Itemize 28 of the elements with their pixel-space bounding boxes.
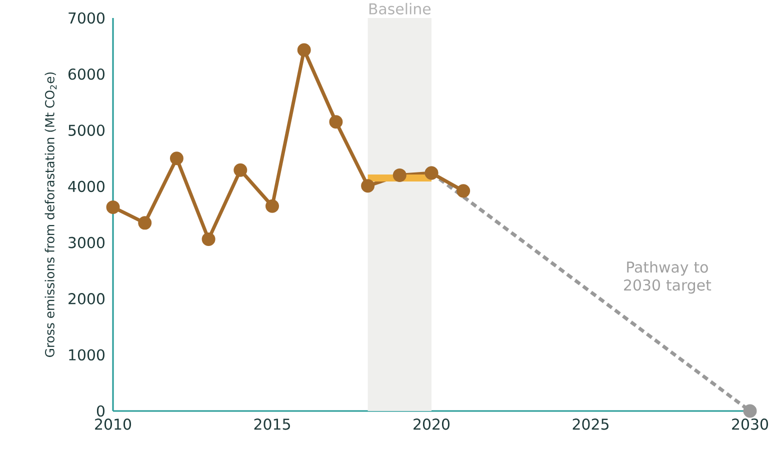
y-tick-label: 2000 [68,293,104,304]
point [266,199,279,213]
point [202,232,216,246]
point [392,168,406,182]
y-tick-label: 7000 [68,12,104,24]
point [297,43,311,57]
annotation: Pathway to 2030 target [624,261,712,294]
point [361,179,375,193]
y-axis-title: Gross emissions from deforastation (Mt CO$_{2}$e) [44,72,57,357]
y-tick-label: 6000 [68,68,104,80]
y-tick-label: 1000 [69,349,104,361]
x-tick-label: 2025 [572,418,608,430]
point [106,200,120,214]
y-tick-label: 5000 [68,124,104,136]
point [743,404,757,418]
y-tick-label: 4000 [68,180,104,192]
point [138,216,152,230]
y-tick-label: 0 [96,405,104,417]
band-label: Baseline [369,2,431,14]
x-tick-label: 2015 [254,418,290,430]
x-tick-label: 2030 [732,418,768,430]
point [234,163,248,177]
x-tick-label: 2010 [95,418,132,430]
point [170,152,184,166]
x-tick-label: 2020 [414,418,450,430]
y-tick-label: 3000 [68,236,104,248]
point [456,184,470,198]
point [329,115,343,129]
